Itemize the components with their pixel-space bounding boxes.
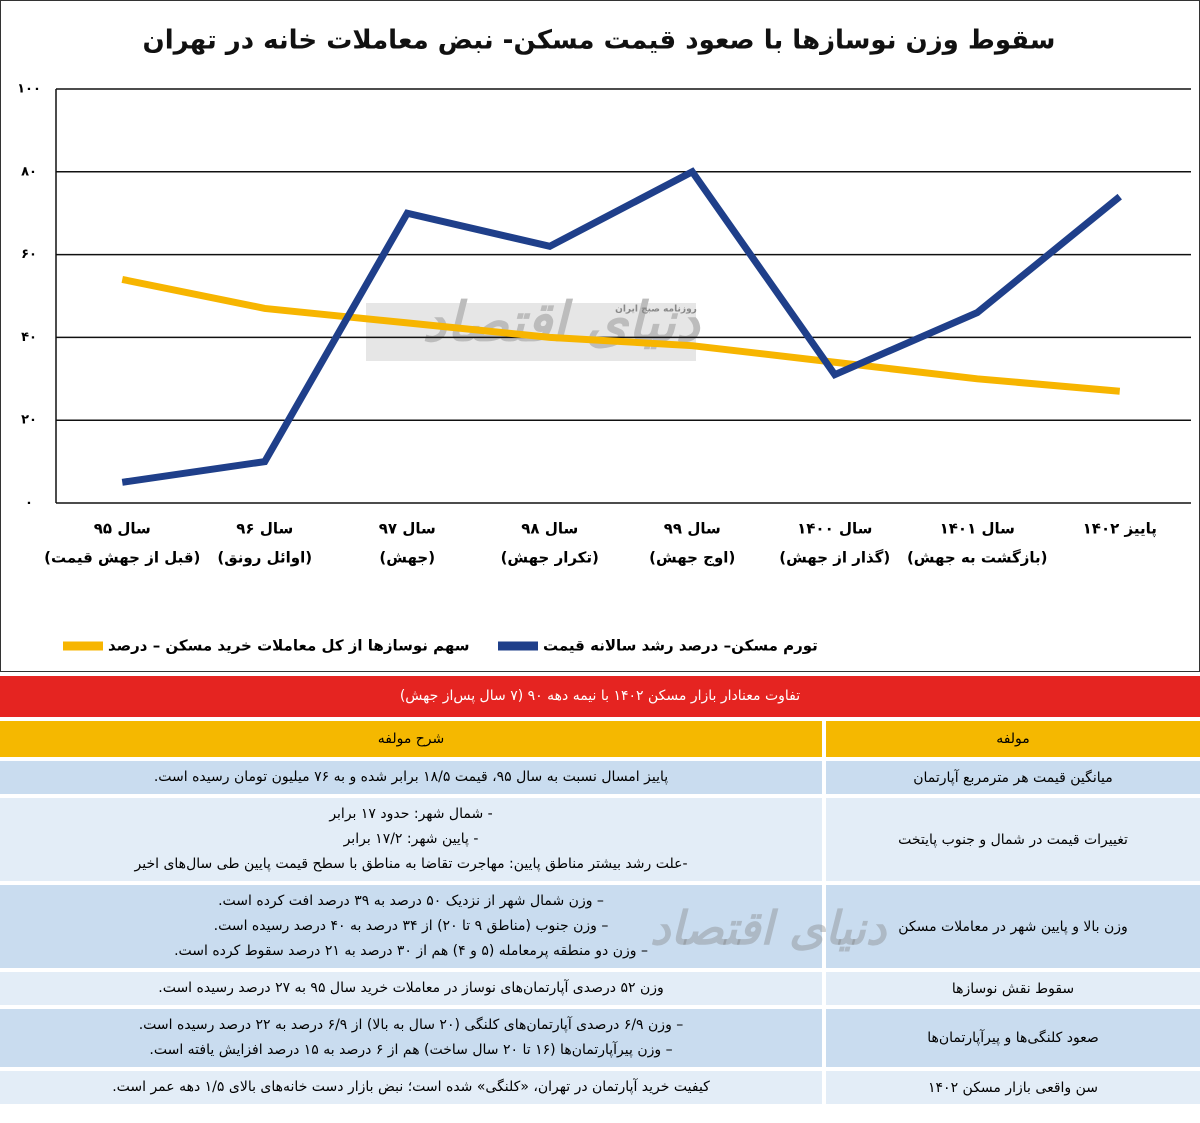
description-line: – وزن شمال شهر از نزدیک ۵۰ درصد به ۳۹ در… (218, 893, 604, 909)
table-row: تغییرات قیمت در شمال و جنوب پایتخت - شمال… (0, 798, 1200, 881)
description-line: – وزن ۶/۹ درصدی آپارتمان‌های کلنگی (۲۰ س… (138, 1017, 684, 1033)
x-tick-label: پاییز ۱۴۰۲ (1083, 520, 1157, 539)
table: تفاوت معنادار بازار مسکن ۱۴۰۲ با نیمه ده… (0, 676, 1200, 1104)
x-tick-label: سال ۹۷ (379, 520, 436, 538)
description-line: – وزن پیرآپارتمان‌ها (۱۶ تا ۲۰ سال ساخت)… (149, 1042, 673, 1058)
row-description: کیفیت خرید آپارتمان در تهران، «کلنگی» شد… (0, 1071, 822, 1104)
x-tick-label: سال ۱۴۰۱ (940, 520, 1015, 538)
x-tick-note: (گذار از جهش) (779, 549, 890, 567)
y-tick-label: ۸۰ (21, 164, 37, 179)
row-label: صعود کلنگی‌ها و پیرآپارتمان‌ها (826, 1009, 1200, 1067)
table-header: مولفه شرح مولفه (0, 721, 1200, 757)
x-tick-note: (بازگشت به جهش) (907, 549, 1048, 567)
x-tick-label: سال ۱۴۰۰ (797, 520, 872, 538)
row-description: – وزن ۶/۹ درصدی آپارتمان‌های کلنگی (۲۰ س… (0, 1009, 822, 1067)
header-cell: مولفه (826, 721, 1200, 757)
description-line: -علت رشد بیشتر مناطق پایین: مهاجرت تقاضا… (134, 856, 688, 872)
description-line: کیفیت خرید آپارتمان در تهران، «کلنگی» شد… (112, 1079, 710, 1095)
y-tick-label: ۱۰۰ (17, 82, 41, 97)
chart-panel: دنیای اقتصاد روزنامه صبح ایران سقوط وزن … (0, 0, 1200, 672)
row-description: وزن ۵۲ درصدی آپارتمان‌های نوساز در معامل… (0, 972, 822, 1005)
row-label: وزن بالا و پایین شهر در معاملات مسکن (826, 885, 1200, 968)
line (121, 167, 1122, 486)
watermark: دنیای اقتصاد (650, 901, 887, 955)
legend-label: سهم نوسازها از کل معاملات خرید مسکن – در… (108, 637, 470, 655)
x-tick-note: (اوائل رونق) (217, 549, 312, 567)
table-row: سن واقعی بازار مسکن ۱۴۰۲ کیفیت خرید آپارت… (0, 1071, 1200, 1104)
chart: دنیای اقتصاد روزنامه صبح ایران سقوط وزن … (17, 26, 1191, 655)
table-row: سقوط نقش نوسازها وزن ۵۲ درصدی آپارتمان‌ها… (0, 972, 1200, 1005)
description-line: - شمال شهر: حدود ۱۷ برابر (329, 806, 493, 822)
y-tick-label: ۲۰ (21, 413, 37, 428)
y-tick-label: ۶۰ (21, 247, 37, 262)
x-tick-label: سال ۹۶ (236, 520, 293, 538)
x-tick-label: سال ۹۹ (664, 520, 721, 538)
row-description: پاییز امسال نسبت به سال ۹۵، قیمت ۱۸/۵ بر… (0, 761, 822, 794)
x-tick-note: (قبل از جهش قیمت) (44, 549, 200, 567)
row-label: سقوط نقش نوسازها (826, 972, 1200, 1005)
table-row: میانگین قیمت هر مترمربع آپارتمان پاییز ام… (0, 761, 1200, 794)
table-title: تفاوت معنادار بازار مسکن ۱۴۰۲ با نیمه ده… (0, 676, 1200, 717)
chart-title: سقوط وزن نوسازها با صعود قیمت مسکن- نبض … (143, 26, 1056, 56)
row-label: میانگین قیمت هر مترمربع آپارتمان (826, 761, 1200, 794)
row-label: تغییرات قیمت در شمال و جنوب پایتخت (826, 798, 1200, 881)
description-line: پاییز امسال نسبت به سال ۹۵، قیمت ۱۸/۵ بر… (153, 769, 669, 785)
watermark-tagline: روزنامه صبح ایران (615, 305, 697, 315)
row-description: - شمال شهر: حدود ۱۷ برابر - پایین شهر: ۱۷… (0, 798, 822, 881)
row-description: – وزن شمال شهر از نزدیک ۵۰ درصد به ۳۹ در… (0, 885, 822, 968)
table-row: وزن بالا و پایین شهر در معاملات مسکن – وز… (0, 885, 1200, 968)
x-tick-note: (اوج جهش) (649, 549, 735, 567)
x-tick-label: سال ۹۵ (94, 520, 151, 538)
row-label: سن واقعی بازار مسکن ۱۴۰۲ (826, 1071, 1200, 1104)
y-tick-label: ۴۰ (21, 330, 37, 345)
header-cell: شرح مولفه (0, 721, 822, 757)
table-row: صعود کلنگی‌ها و پیرآپارتمان‌ها – وزن ۶/۹ … (0, 1009, 1200, 1067)
x-tick-note: (جهش) (379, 549, 435, 567)
line (121, 276, 1121, 395)
legend-label: تورم مسکن– درصد رشد سالانه قیمت (543, 637, 818, 655)
description-line: - پایین شهر: ۱۷/۲ برابر (343, 831, 479, 847)
description-line: – وزن دو منطقه پرمعامله (۵ و ۴) هم از ۳۰… (174, 943, 648, 959)
y-tick-label: ۰ (25, 496, 33, 511)
x-tick-label: سال ۹۸ (521, 520, 578, 538)
description-line: – وزن جنوب (مناطق ۹ تا ۲۰) از ۳۴ درصد به… (213, 918, 609, 934)
x-tick-note: (تکرار جهش) (501, 549, 599, 567)
description-line: وزن ۵۲ درصدی آپارتمان‌های نوساز در معامل… (158, 980, 664, 996)
